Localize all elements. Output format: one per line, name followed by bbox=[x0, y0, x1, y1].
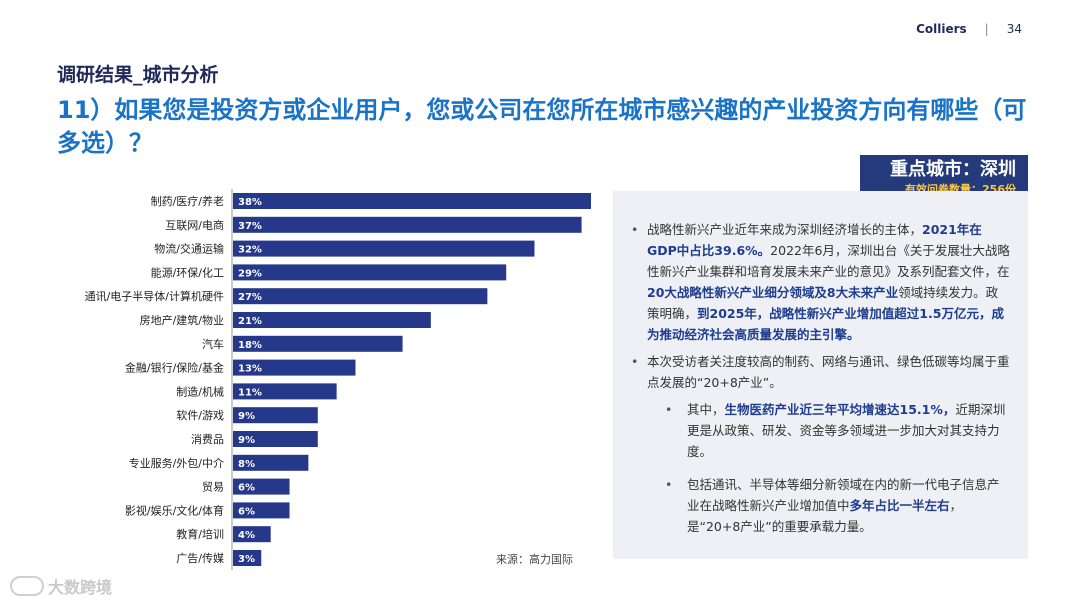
category-label: 制造/机械 bbox=[176, 384, 224, 398]
text-span: 本次受访者关注度较高的制药、网络与通讯、绿色低碳等均属于重点发展的“20+8产业… bbox=[647, 354, 1010, 390]
category-label: 物流/交通运输 bbox=[154, 242, 224, 256]
category-label: 专业服务/外包/中介 bbox=[129, 456, 224, 470]
section-title: 调研结果_城市分析 bbox=[57, 64, 219, 86]
value-label: 13% bbox=[238, 364, 262, 375]
value-label: 6% bbox=[238, 506, 255, 517]
category-label: 汽车 bbox=[202, 337, 224, 351]
value-label: 3% bbox=[238, 554, 255, 565]
header-separator: | bbox=[984, 22, 989, 36]
analysis-bullet-1: 战略性新兴产业近年来成为深圳经济增长的主体，2021年在GDP中占比39.6%。… bbox=[631, 219, 1010, 345]
bar bbox=[233, 454, 309, 471]
highlight-text: 2021年在GDP中占比39.6%。 bbox=[647, 222, 982, 258]
value-label: 29% bbox=[238, 268, 262, 279]
value-label: 11% bbox=[238, 387, 262, 398]
category-label: 互联网/电商 bbox=[165, 218, 224, 232]
value-label: 32% bbox=[238, 245, 262, 256]
watermark-text: 大数跨境 bbox=[48, 578, 113, 597]
text-span: 战略性新兴产业近年来成为深圳经济增长的主体， bbox=[647, 222, 923, 237]
value-label: 8% bbox=[238, 459, 255, 470]
highlight-text: 到2025年，战略性新兴产业增加值超过1.5万亿元，成为推动经济社会高质量发展的… bbox=[647, 306, 1004, 342]
category-label: 房地产/建筑/物业 bbox=[140, 313, 224, 327]
bar bbox=[233, 193, 591, 209]
analysis-panel: 战略性新兴产业近年来成为深圳经济增长的主体，2021年在GDP中占比39.6%。… bbox=[613, 191, 1028, 559]
highlight-text: 多年占比一半左右 bbox=[849, 498, 950, 513]
bar-chart-svg: 制药/医疗/养老 38% 互联网/电商 37% 物流/交通运输 32% 能源/环保/化工 29… bbox=[85, 189, 591, 574]
value-label: 4% bbox=[238, 530, 255, 541]
text-span: 其中， bbox=[687, 402, 725, 417]
bar bbox=[233, 431, 318, 447]
bar bbox=[233, 335, 403, 352]
highlight-text: 生物医药产业近三年平均增速达15.1%， bbox=[724, 402, 956, 417]
bar bbox=[233, 407, 318, 424]
analysis-sub-bullet-2: 包括通讯、半导体等细分新领域在内的新一代电子信息产业在战略性新兴产业增加值中多年… bbox=[661, 474, 1010, 537]
category-label: 消费品 bbox=[191, 432, 224, 446]
text-span: 领域持续发力。政策明确， bbox=[647, 285, 999, 321]
bar-chart: 制药/医疗/养老 38% 互联网/电商 37% 物流/交通运输 32% 能源/环保/化工 29… bbox=[0, 185, 610, 574]
bar bbox=[233, 383, 337, 400]
key-city-label: 重点城市：深圳 bbox=[890, 159, 1016, 180]
value-label: 37% bbox=[238, 221, 262, 232]
value-label: 21% bbox=[238, 316, 262, 327]
highlight-text: 20大战略性新兴产业细分领域及8大未来产业 bbox=[647, 285, 899, 300]
value-label: 27% bbox=[238, 292, 262, 303]
bar bbox=[233, 526, 271, 543]
category-label: 影视/娱乐/文化/体育 bbox=[125, 503, 224, 517]
category-label: 贸易 bbox=[202, 481, 224, 494]
bar bbox=[233, 264, 507, 281]
text-span: 包括通讯、半导体等细分新领域在内的新一代电子信息产业在战略性新兴产业增加值中 bbox=[687, 477, 1000, 513]
value-label: 6% bbox=[238, 483, 255, 494]
value-label: 9% bbox=[238, 411, 255, 422]
bar bbox=[233, 502, 290, 519]
text-span: ，是“20+8产业”的重要承载力量。 bbox=[687, 498, 963, 534]
analysis-bullet-2: 本次受访者关注度较高的制药、网络与通讯、绿色低碳等均属于重点发展的“20+8产业… bbox=[631, 351, 1010, 393]
brand-logo-text: Colliers bbox=[916, 22, 967, 36]
bar bbox=[233, 288, 488, 305]
watermark: 大数跨境 bbox=[10, 574, 112, 598]
bar bbox=[233, 478, 290, 495]
bar bbox=[233, 240, 535, 257]
category-label: 软件/游戏 bbox=[176, 408, 224, 422]
page-header: Colliers | 34 bbox=[916, 22, 1022, 36]
bar bbox=[233, 550, 262, 566]
text-span: 近期深圳更是从政策、研发、资金等多领域进一步加大对其支持力度。 bbox=[687, 402, 1006, 459]
analysis-sub-bullet-1: 其中，生物医药产业近三年平均增速达15.1%，近期深圳更是从政策、研发、资金等多… bbox=[661, 399, 1010, 462]
category-label: 通讯/电子半导体/计算机硬件 bbox=[85, 289, 224, 303]
text-span: 2022年6月，深圳出台《关于发展壮大战略性新兴产业集群和培育发展未来产业的意见… bbox=[647, 243, 1010, 279]
bar bbox=[233, 216, 582, 233]
category-label: 能源/环保/化工 bbox=[151, 265, 224, 279]
value-label: 38% bbox=[238, 197, 262, 208]
category-label: 金融/银行/保险/基金 bbox=[125, 361, 224, 375]
category-label: 教育/培训 bbox=[176, 527, 224, 541]
watermark-logo-icon bbox=[10, 576, 44, 596]
bar bbox=[233, 359, 356, 376]
page-number: 34 bbox=[1006, 22, 1022, 36]
category-label: 广告/传媒 bbox=[176, 552, 224, 565]
question-title: 11）如果您是投资方或企业用户，您或公司在您所在城市感兴趣的产业投资方向有哪些（… bbox=[57, 96, 1027, 157]
category-label: 制药/医疗/养老 bbox=[151, 194, 224, 208]
bar bbox=[233, 312, 431, 328]
value-label: 9% bbox=[238, 435, 255, 446]
value-label: 18% bbox=[238, 340, 262, 351]
source-note: 来源：高力国际 bbox=[496, 553, 573, 566]
